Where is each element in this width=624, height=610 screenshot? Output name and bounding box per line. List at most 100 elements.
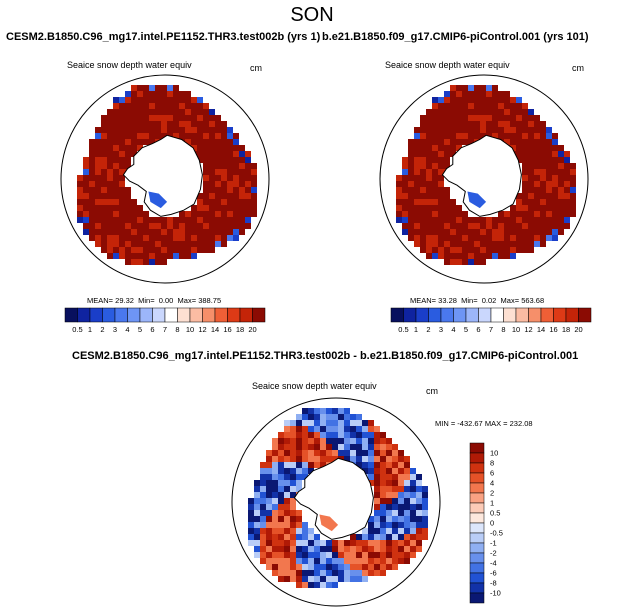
sea-ice-cell	[113, 253, 119, 259]
sea-ice-cell	[414, 217, 420, 223]
sea-ice-cell	[516, 97, 522, 103]
sea-ice-cell	[380, 480, 386, 486]
sea-ice-cell	[191, 97, 197, 103]
sea-ice-cell	[522, 115, 528, 121]
sea-ice-cell	[143, 259, 149, 265]
sea-ice-cell	[143, 247, 149, 253]
sea-ice-cell	[450, 241, 456, 247]
sea-ice-cell	[450, 85, 456, 91]
sea-ice-cell	[402, 211, 408, 217]
sea-ice-cell	[462, 85, 468, 91]
sea-ice-cell	[398, 510, 404, 516]
sea-ice-cell	[450, 205, 456, 211]
sea-ice-cell	[392, 516, 398, 522]
sea-ice-cell	[161, 103, 167, 109]
sea-ice-cell	[173, 241, 179, 247]
sea-ice-cell	[570, 193, 576, 199]
sea-ice-cell	[260, 540, 266, 546]
sea-ice-cell	[414, 145, 420, 151]
sea-ice-cell	[314, 546, 320, 552]
sea-ice-cell	[474, 97, 480, 103]
sea-ice-cell	[119, 193, 125, 199]
sea-ice-cell	[197, 217, 203, 223]
sea-ice-cell	[191, 223, 197, 229]
sea-ice-cell	[125, 205, 131, 211]
sea-ice-cell	[362, 426, 368, 432]
sea-ice-cell	[296, 414, 302, 420]
sea-ice-cell	[456, 127, 462, 133]
sea-ice-cell	[528, 181, 534, 187]
sea-ice-cell	[380, 462, 386, 468]
sea-ice-cell	[338, 570, 344, 576]
sea-ice-cell	[233, 145, 239, 151]
colorbar-swatch	[503, 307, 517, 323]
colorbar-swatch	[565, 307, 579, 323]
sea-ice-cell	[356, 558, 362, 564]
sea-ice-cell	[368, 474, 374, 480]
left-panel-stats: MEAN= 29.32 Min= 0.00 Max= 388.75	[87, 296, 221, 305]
sea-ice-cell	[408, 157, 414, 163]
sea-ice-cell	[107, 121, 113, 127]
sea-ice-cell	[125, 247, 131, 253]
sea-ice-cell	[131, 145, 137, 151]
sea-ice-cell	[137, 241, 143, 247]
sea-ice-cell	[266, 510, 272, 516]
sea-ice-cell	[137, 85, 143, 91]
sea-ice-cell	[504, 235, 510, 241]
sea-ice-cell	[564, 223, 570, 229]
sea-ice-cell	[272, 474, 278, 480]
sea-ice-cell	[570, 187, 576, 193]
sea-ice-cell	[510, 97, 516, 103]
sea-ice-cell	[308, 558, 314, 564]
sea-ice-cell	[344, 450, 350, 456]
sea-ice-cell	[89, 193, 95, 199]
sea-ice-cell	[260, 486, 266, 492]
sea-ice-cell	[398, 456, 404, 462]
sea-ice-cell	[338, 426, 344, 432]
sea-ice-cell	[107, 175, 113, 181]
sea-ice-cell	[368, 570, 374, 576]
sea-ice-cell	[308, 582, 314, 588]
sea-ice-cell	[245, 157, 251, 163]
colorbar-tick-label: 14	[211, 325, 219, 334]
sea-ice-cell	[143, 103, 149, 109]
sea-ice-cell	[522, 235, 528, 241]
sea-ice-cell	[350, 540, 356, 546]
sea-ice-cell	[362, 528, 368, 534]
sea-ice-cell	[386, 468, 392, 474]
sea-ice-cell	[392, 546, 398, 552]
sea-ice-cell	[522, 187, 528, 193]
sea-ice-cell	[125, 163, 131, 169]
sea-ice-cell	[528, 139, 534, 145]
sea-ice-cell	[570, 211, 576, 217]
sea-ice-cell	[149, 247, 155, 253]
sea-ice-cell	[191, 253, 197, 259]
sea-ice-cell	[480, 259, 486, 265]
sea-ice-cell	[161, 247, 167, 253]
sea-ice-cell	[119, 121, 125, 127]
sea-ice-cell	[209, 229, 215, 235]
sea-ice-cell	[227, 229, 233, 235]
sea-ice-cell	[534, 169, 540, 175]
sea-ice-cell	[203, 235, 209, 241]
sea-ice-cell	[95, 133, 101, 139]
sea-ice-cell	[398, 558, 404, 564]
sea-ice-cell	[552, 181, 558, 187]
sea-ice-cell	[368, 552, 374, 558]
sea-ice-cell	[131, 97, 137, 103]
sea-ice-cell	[450, 109, 456, 115]
sea-ice-cell	[302, 540, 308, 546]
sea-ice-cell	[101, 229, 107, 235]
right-min-label: Min=	[461, 296, 478, 305]
sea-ice-cell	[161, 109, 167, 115]
sea-ice-cell	[278, 564, 284, 570]
sea-ice-cell	[450, 133, 456, 139]
sea-ice-cell	[326, 570, 332, 576]
sea-ice-cell	[456, 223, 462, 229]
sea-ice-cell	[302, 546, 308, 552]
sea-ice-cell	[266, 450, 272, 456]
colorbar-swatch	[469, 592, 485, 604]
sea-ice-cell	[344, 420, 350, 426]
sea-ice-cell	[137, 259, 143, 265]
sea-ice-cell	[386, 504, 392, 510]
